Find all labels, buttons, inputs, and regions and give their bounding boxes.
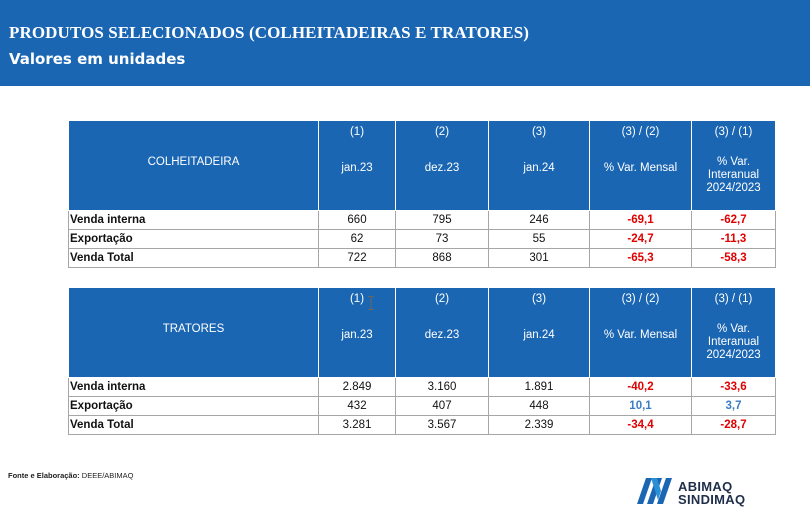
column-header-jan23: (1) jan.23 xyxy=(318,120,396,211)
cell-var-interanual: -11,3 xyxy=(691,229,776,249)
abimaq-logo: ABIMAQ SINDIMAQ xyxy=(637,478,757,507)
cell-var-interanual: -58,3 xyxy=(691,248,776,268)
cell-value: 301 xyxy=(488,248,590,268)
column-header-var-interanual: (3) / (1)% Var. Interanual 2024/2023 xyxy=(691,120,776,211)
colheitadeira-table: COLHEITADEIRA (1) jan.23 (2) dez.23 (3) jan… xyxy=(68,120,776,268)
logo-text-abimaq: ABIMAQ xyxy=(678,479,733,494)
cell-value: 3.160 xyxy=(395,377,489,397)
cell-value: 3.281 xyxy=(318,415,396,435)
page-subtitle: Valores em unidades xyxy=(9,50,186,68)
cell-value: 62 xyxy=(318,229,396,249)
cell-value: 722 xyxy=(318,248,396,268)
row-label: Venda Total xyxy=(68,248,319,268)
source-value: DEEE/ABIMAQ xyxy=(81,471,134,480)
row-label: Venda Total xyxy=(68,415,319,435)
cell-value: 448 xyxy=(488,396,590,416)
table-row: Venda interna 660 795 246 -69,1 -62,7 xyxy=(68,210,776,230)
row-label: Exportação xyxy=(68,396,319,416)
cell-value: 246 xyxy=(488,210,590,230)
table-row: Venda Total 3.281 3.567 2.339 -34,4 -28,… xyxy=(68,415,776,435)
logo-text-sindimaq: SINDIMAQ xyxy=(678,492,746,507)
column-header-var-mensal: (3) / (2)% Var. Mensal xyxy=(589,120,692,211)
cell-value: 660 xyxy=(318,210,396,230)
column-header-var-interanual: (3) / (1)% Var. Interanual 2024/2023 xyxy=(691,287,776,378)
cell-value: 55 xyxy=(488,229,590,249)
column-header-jan23: (1) jan.23 xyxy=(318,287,396,378)
cell-var-mensal: -69,1 xyxy=(589,210,692,230)
cell-var-mensal: -34,4 xyxy=(589,415,692,435)
cell-var-mensal: -40,2 xyxy=(589,377,692,397)
page-header: PRODUTOS SELECIONADOS (COLHEITADEIRAS E … xyxy=(0,0,810,86)
cell-value: 868 xyxy=(395,248,489,268)
cell-value: 2.849 xyxy=(318,377,396,397)
table-category-label: COLHEITADEIRA xyxy=(68,120,319,211)
row-label: Venda interna xyxy=(68,210,319,230)
column-header-jan24: (3) jan.24 xyxy=(488,120,590,211)
cell-value: 795 xyxy=(395,210,489,230)
cell-value: 73 xyxy=(395,229,489,249)
row-label: Venda interna xyxy=(68,377,319,397)
column-header-jan24: (3) jan.24 xyxy=(488,287,590,378)
cell-var-mensal: 10,1 xyxy=(589,396,692,416)
table-row: Exportação 432 407 448 10,1 3,7 xyxy=(68,396,776,416)
column-header-dez23: (2) dez.23 xyxy=(395,120,489,211)
column-header-var-mensal: (3) / (2)% Var. Mensal xyxy=(589,287,692,378)
cell-var-mensal: -65,3 xyxy=(589,248,692,268)
tratores-table: TRATORES (1) jan.23 (2) dez.23 (3) jan.24 (… xyxy=(68,287,776,435)
cell-value: 1.891 xyxy=(488,377,590,397)
table-category-label: TRATORES xyxy=(68,287,319,378)
cell-value: 432 xyxy=(318,396,396,416)
cell-value: 3.567 xyxy=(395,415,489,435)
source-label: Fonte e Elaboração: xyxy=(8,471,80,480)
cell-var-interanual: -62,7 xyxy=(691,210,776,230)
source-note: Fonte e Elaboração: DEEE/ABIMAQ xyxy=(8,471,133,480)
page-title: PRODUTOS SELECIONADOS (COLHEITADEIRAS E … xyxy=(9,23,530,42)
table-row: Venda interna 2.849 3.160 1.891 -40,2 -3… xyxy=(68,377,776,397)
column-header-dez23: (2) dez.23 xyxy=(395,287,489,378)
cell-value: 407 xyxy=(395,396,489,416)
cell-var-interanual: -28,7 xyxy=(691,415,776,435)
abimaq-logo-icon xyxy=(637,478,672,504)
cell-var-interanual: -33,6 xyxy=(691,377,776,397)
cell-var-interanual: 3,7 xyxy=(691,396,776,416)
text-cursor-icon xyxy=(368,296,374,310)
cell-value: 2.339 xyxy=(488,415,590,435)
table-row: Exportação 62 73 55 -24,7 -11,3 xyxy=(68,229,776,249)
cell-var-mensal: -24,7 xyxy=(589,229,692,249)
table-row: Venda Total 722 868 301 -65,3 -58,3 xyxy=(68,248,776,268)
row-label: Exportação xyxy=(68,229,319,249)
